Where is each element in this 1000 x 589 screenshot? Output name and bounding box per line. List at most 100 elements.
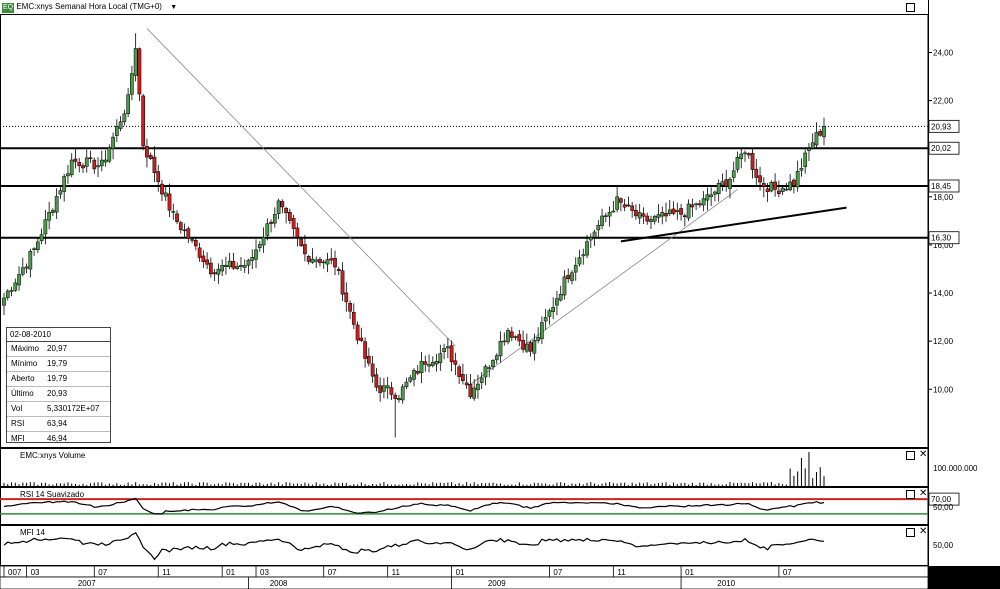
candle-up (784, 188, 789, 191)
candle-down (453, 360, 458, 365)
candle-up (570, 272, 574, 281)
y-tick-label: 10,00 (933, 385, 954, 394)
candle-down (641, 213, 646, 217)
level-label: 16,30 (931, 234, 952, 243)
y-tick-label: 22,00 (933, 97, 954, 106)
candle-down (626, 204, 631, 207)
candle-up (216, 268, 221, 275)
candle-up (562, 276, 567, 296)
candle-up (28, 250, 33, 270)
year-tick-label: 2008 (270, 579, 288, 588)
candle-up (483, 366, 488, 378)
volume-tick-label: 100.000.000 (933, 464, 978, 473)
title-dropdown-icon[interactable]: ▼ (170, 4, 178, 11)
candle-down (758, 175, 762, 183)
candle-down (344, 292, 349, 303)
uptrend-line (470, 189, 738, 385)
month-tick-label: 01 (226, 568, 235, 577)
rsi-maximize-icon[interactable] (906, 490, 915, 499)
candle-down (201, 255, 206, 262)
candle-down (178, 222, 183, 231)
candle-down (303, 244, 307, 255)
info-row: Máximo 20,97 (7, 342, 110, 357)
candle-down (792, 179, 796, 186)
candle-up (321, 261, 326, 264)
candle-up (600, 215, 604, 226)
candle-up (588, 237, 593, 241)
mfi-maximize-icon[interactable] (906, 528, 915, 537)
info-row: Mínimo 19,79 (7, 357, 110, 372)
candle-down (664, 213, 668, 217)
candle-down (288, 211, 292, 221)
candle-up (446, 346, 450, 349)
candle-down (818, 130, 823, 136)
candle-down (630, 205, 635, 211)
maximize-icon[interactable] (906, 3, 915, 12)
candle-up (227, 260, 232, 267)
candle-up (20, 267, 25, 275)
info-label: MFI (11, 434, 25, 443)
candle-up (163, 192, 168, 197)
candle-up (502, 340, 507, 343)
candle-up (130, 73, 134, 95)
candle-up (427, 364, 431, 367)
mfi-panel-title: MFI 14 (20, 528, 45, 537)
chart-header: EQ EMC:xnys Semanal Hora Local (TMG+0) ▼ (2, 2, 177, 13)
candle-up (728, 178, 732, 189)
candle-down (750, 153, 755, 170)
candle-down (92, 159, 97, 170)
candle-down (167, 193, 172, 211)
candle-up (694, 203, 698, 206)
candle-down (521, 339, 525, 350)
candle-down (645, 215, 650, 222)
mfi-close-icon[interactable]: ✕ (919, 526, 928, 537)
candle-down (148, 155, 153, 159)
data-tooltip-box: 02-08-2010 Máximo 20,97 Mínimo 19,79 Abert… (6, 327, 111, 443)
candle-up (788, 181, 792, 191)
candle-up (66, 173, 70, 177)
level-label-box (928, 231, 960, 245)
candle-down (761, 183, 766, 187)
candle-up (122, 113, 127, 123)
candle-up (272, 214, 277, 224)
candle-up (652, 216, 657, 222)
candle-down (355, 324, 360, 341)
candle-up (543, 317, 548, 322)
candle-up (667, 209, 672, 214)
candle-up (32, 248, 36, 250)
candle-up (709, 194, 714, 198)
candle-up (660, 212, 665, 217)
candle-up (807, 148, 811, 151)
candle-down (156, 171, 161, 183)
candle-up (133, 48, 138, 76)
month-tick-label: 07 (98, 568, 107, 577)
candle-up (114, 126, 119, 136)
volume-panel-title: EMC:xnys Volume (20, 451, 86, 460)
candle-down (698, 203, 702, 206)
candle-down (461, 374, 465, 381)
candle-down (468, 383, 473, 398)
rsi-close-icon[interactable]: ✕ (919, 488, 928, 499)
candle-down (329, 258, 334, 261)
info-label: RSI (11, 419, 25, 428)
candle-up (649, 219, 653, 223)
candle-down (351, 311, 356, 325)
info-row: MFI 46,94 (7, 432, 110, 446)
candle-up (190, 239, 194, 241)
candle-up (524, 343, 529, 352)
candle-down (284, 207, 288, 214)
candle-down (318, 259, 322, 264)
candle-up (43, 219, 48, 235)
candle-up (103, 159, 108, 163)
candle-up (171, 211, 176, 213)
candle-up (739, 153, 744, 159)
candle-up (780, 187, 785, 193)
month-tick-label: 11 (162, 568, 171, 577)
candle-up (479, 377, 484, 383)
volume-close-icon[interactable]: ✕ (919, 449, 928, 460)
candle-up (603, 215, 608, 217)
y-tick-label: 18,00 (933, 193, 954, 202)
volume-maximize-icon[interactable] (906, 451, 915, 460)
candle-down (77, 162, 82, 167)
rsi-tick-label: 50,00 (933, 503, 954, 512)
